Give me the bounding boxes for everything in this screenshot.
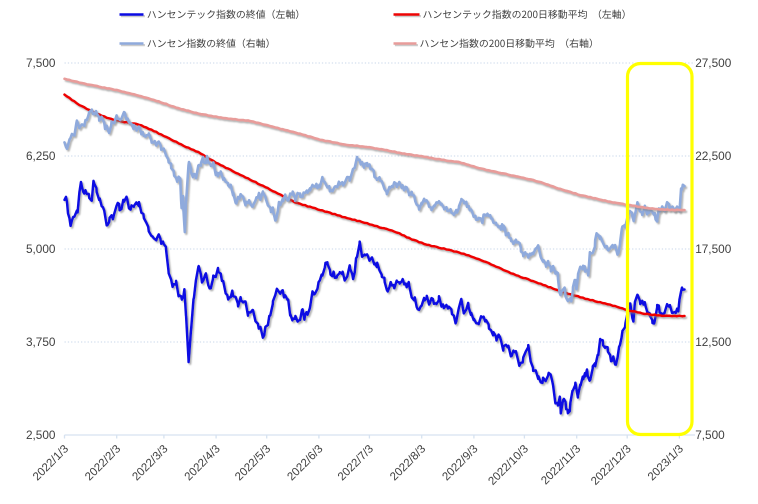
svg-text:7,500: 7,500 [695, 428, 725, 442]
svg-text:22,500: 22,500 [695, 149, 732, 163]
svg-text:7,500: 7,500 [26, 56, 56, 70]
svg-text:3,750: 3,750 [26, 335, 56, 349]
svg-text:27,500: 27,500 [695, 56, 732, 70]
svg-text:17,500: 17,500 [695, 242, 732, 256]
svg-text:5,000: 5,000 [26, 242, 56, 256]
svg-text:2,500: 2,500 [26, 428, 56, 442]
svg-text:12,500: 12,500 [695, 335, 732, 349]
svg-text:6,250: 6,250 [26, 149, 56, 163]
